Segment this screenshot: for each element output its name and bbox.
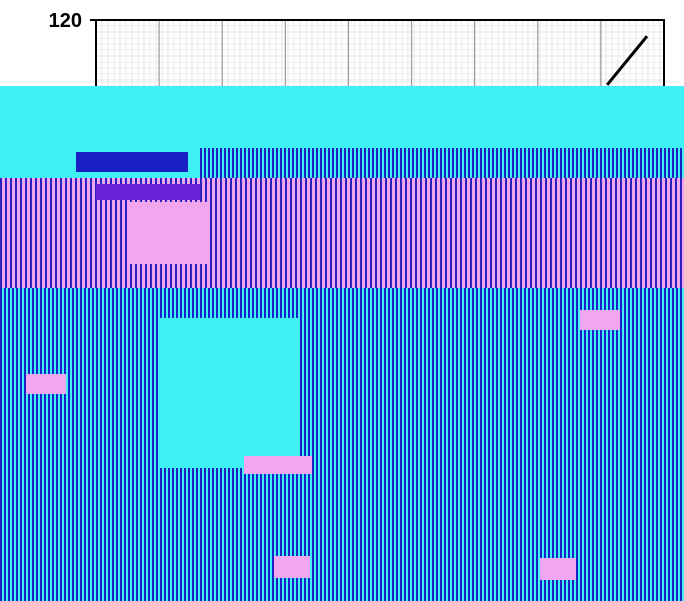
glitch-patch (160, 318, 300, 468)
series-layer (606, 35, 649, 86)
glitch-patch (540, 558, 576, 580)
glitch-patch (130, 202, 210, 264)
glitch-band-lower (0, 288, 684, 601)
glitch-patch (244, 456, 312, 474)
glitch-band-blue-streak (0, 148, 684, 178)
y-tick-label: 120 (49, 10, 82, 32)
glitch-band-pink (0, 178, 684, 288)
glitch-patch (96, 184, 200, 200)
glitch-patch (200, 148, 684, 178)
series-line (606, 35, 649, 86)
glitch-patch (76, 152, 188, 172)
corrupted-image-region (0, 86, 684, 601)
glitch-band-top (0, 86, 684, 148)
glitch-patch (26, 374, 66, 394)
glitch-patch (580, 310, 620, 330)
glitch-patch (274, 556, 310, 578)
